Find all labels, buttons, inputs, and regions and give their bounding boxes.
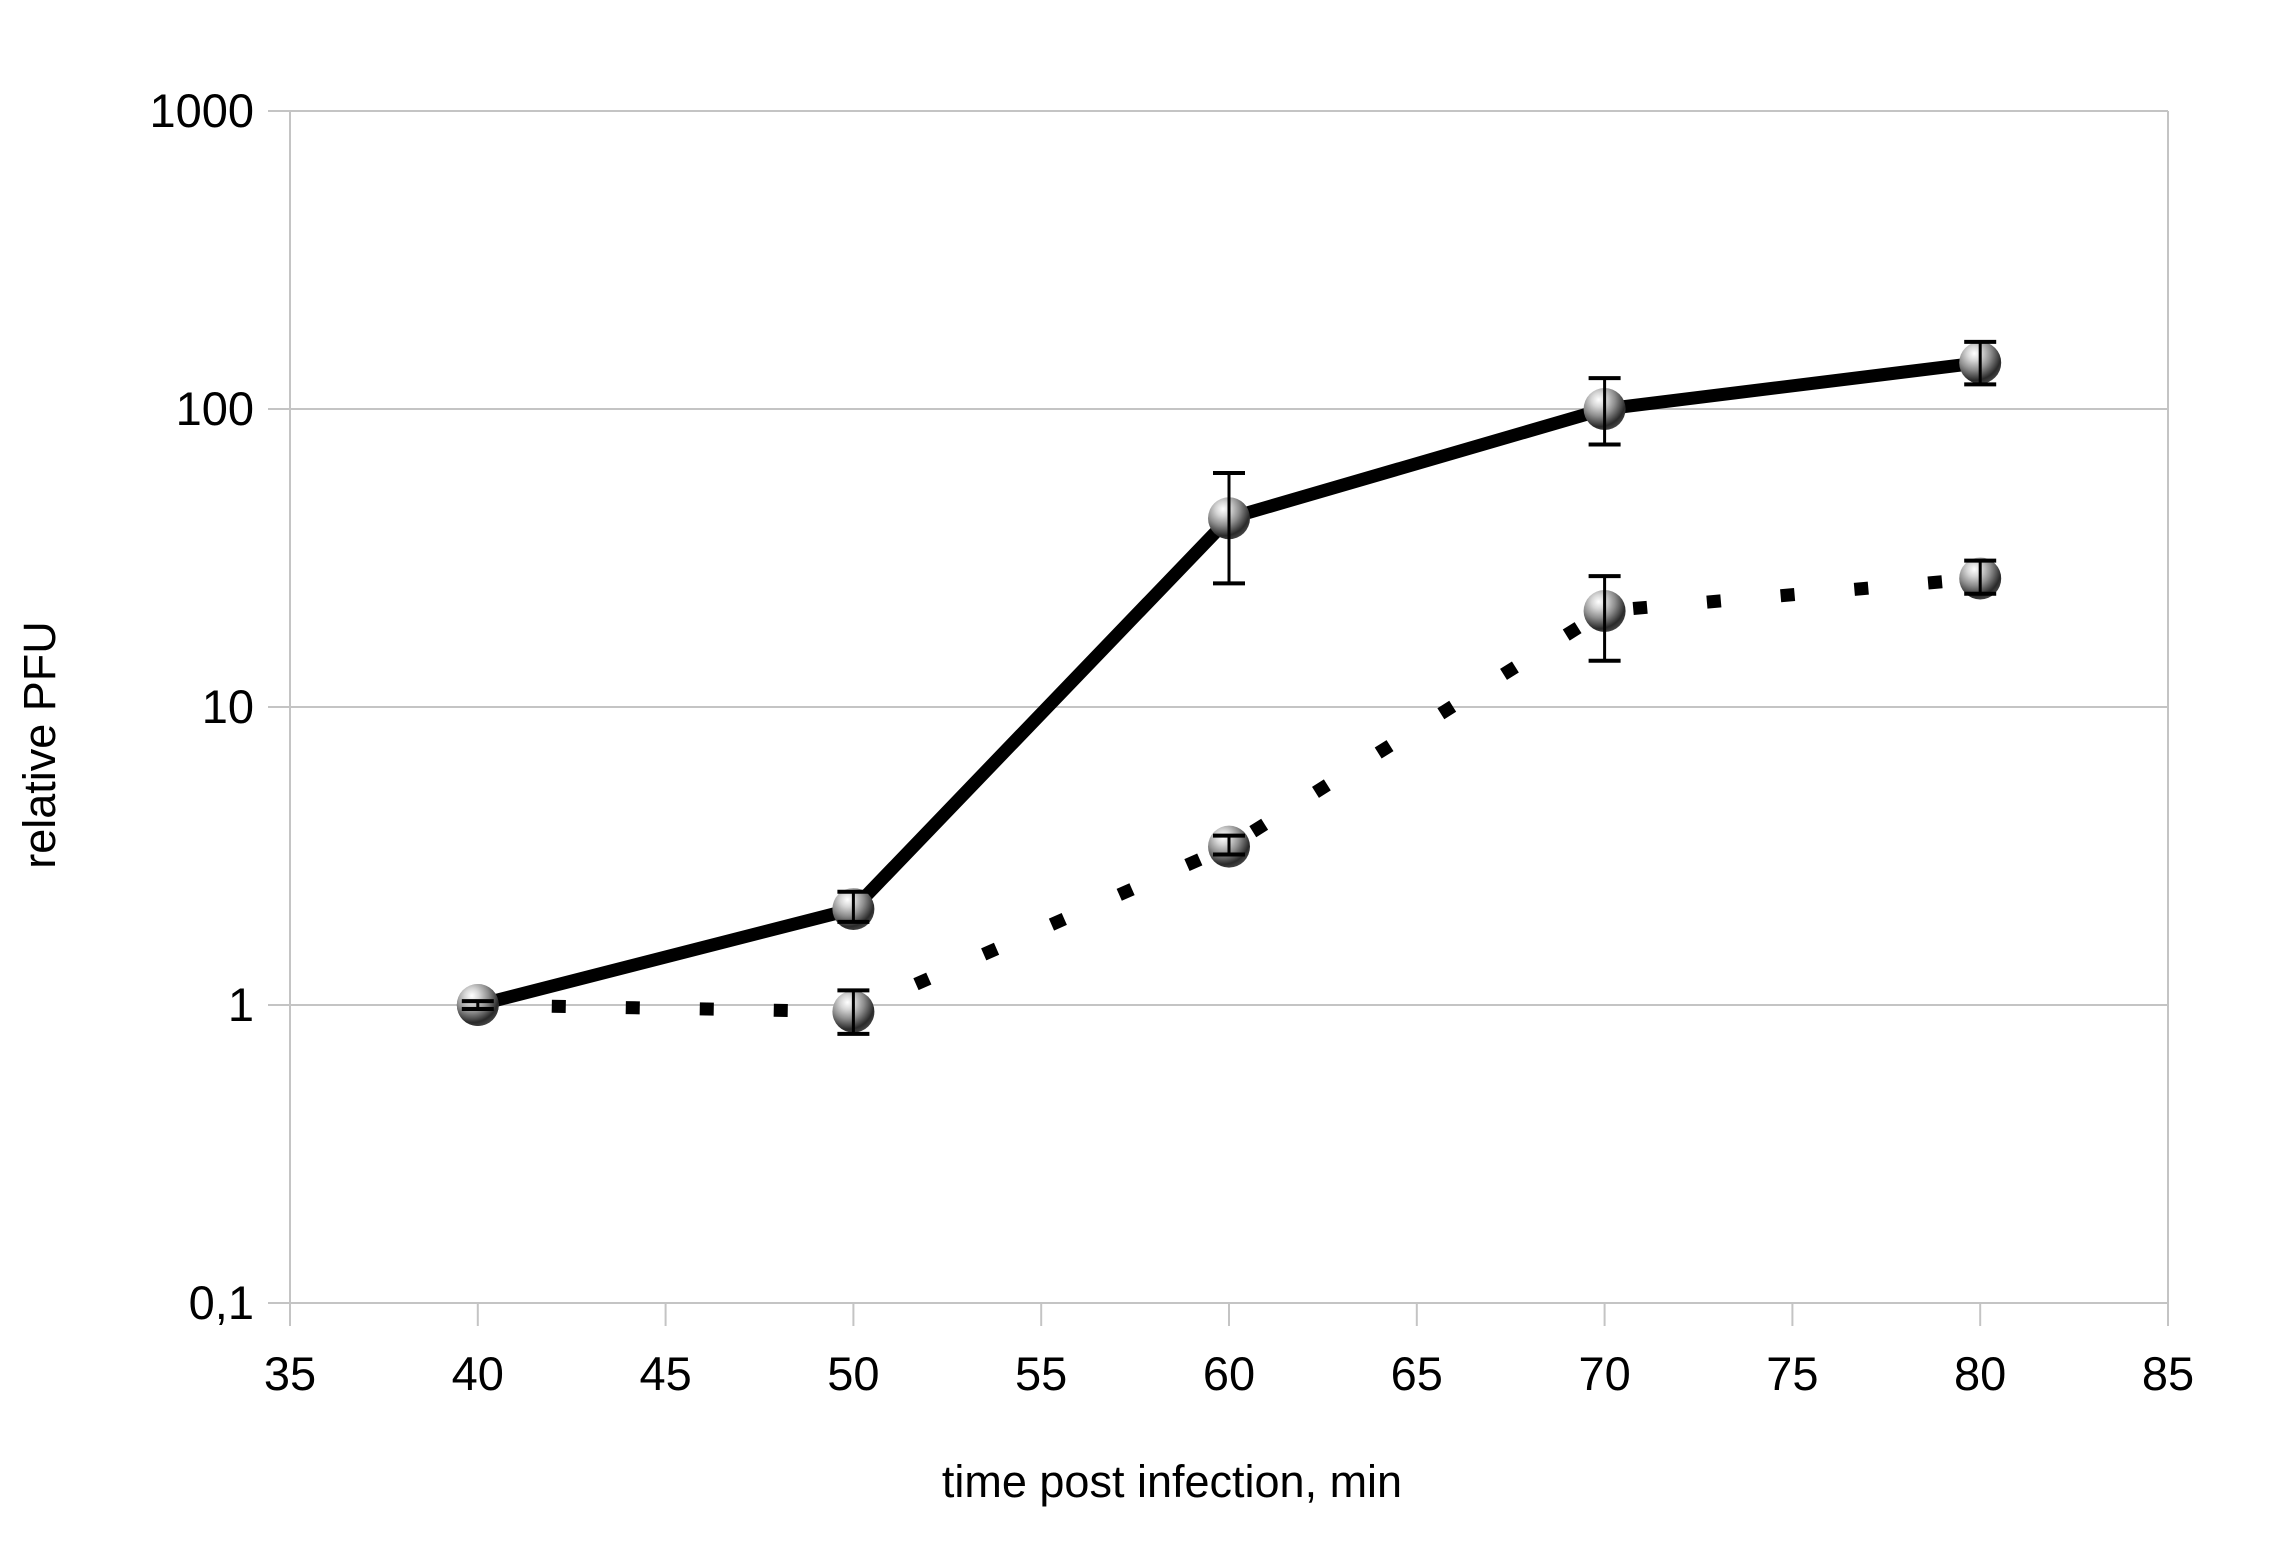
error-bar	[461, 999, 494, 1011]
y-tick-label: 10	[202, 680, 254, 733]
x-axis-title: time post infection, min	[942, 1456, 1402, 1507]
error-bar	[1213, 833, 1245, 857]
error-bar	[837, 988, 870, 1036]
x-tick-label: 70	[1578, 1347, 1630, 1400]
y-tick-label: 0,1	[189, 1276, 254, 1329]
x-tick-label: 55	[1015, 1347, 1067, 1400]
error-bar	[1964, 558, 1997, 596]
error-bar	[837, 889, 870, 924]
x-tick-label: 60	[1203, 1347, 1255, 1400]
x-tick-label: 45	[639, 1347, 691, 1400]
error-bars-layer	[461, 339, 1997, 1036]
x-tick-label: 75	[1766, 1347, 1818, 1400]
labels-layer: 0,1 1 10 100 1000 35 40 45 50 55 60 65 70 75 80 85 time …	[14, 84, 2194, 1507]
error-bar	[1213, 470, 1245, 586]
axes-layer	[289, 111, 2169, 1326]
error-bar	[1588, 376, 1621, 447]
y-axis-title: relative PFU	[14, 621, 65, 869]
series-layer	[476, 356, 1981, 1019]
x-tick-label: 50	[827, 1347, 879, 1400]
gridlines-layer	[268, 110, 2168, 1304]
y-tick-label: 1	[228, 978, 254, 1031]
x-tick-label: 35	[264, 1347, 316, 1400]
x-tick-label: 80	[1954, 1347, 2006, 1400]
x-tick-label: 85	[2142, 1347, 2194, 1400]
error-bar	[1964, 339, 1997, 387]
markers-layer	[456, 341, 2002, 1033]
x-tick-label: 40	[452, 1347, 504, 1400]
solid-series-line	[476, 356, 1981, 1012]
error-bar	[1588, 574, 1621, 663]
y-tick-label: 1000	[149, 84, 254, 137]
y-tick-label: 100	[176, 382, 254, 435]
x-tick-label: 65	[1391, 1347, 1443, 1400]
